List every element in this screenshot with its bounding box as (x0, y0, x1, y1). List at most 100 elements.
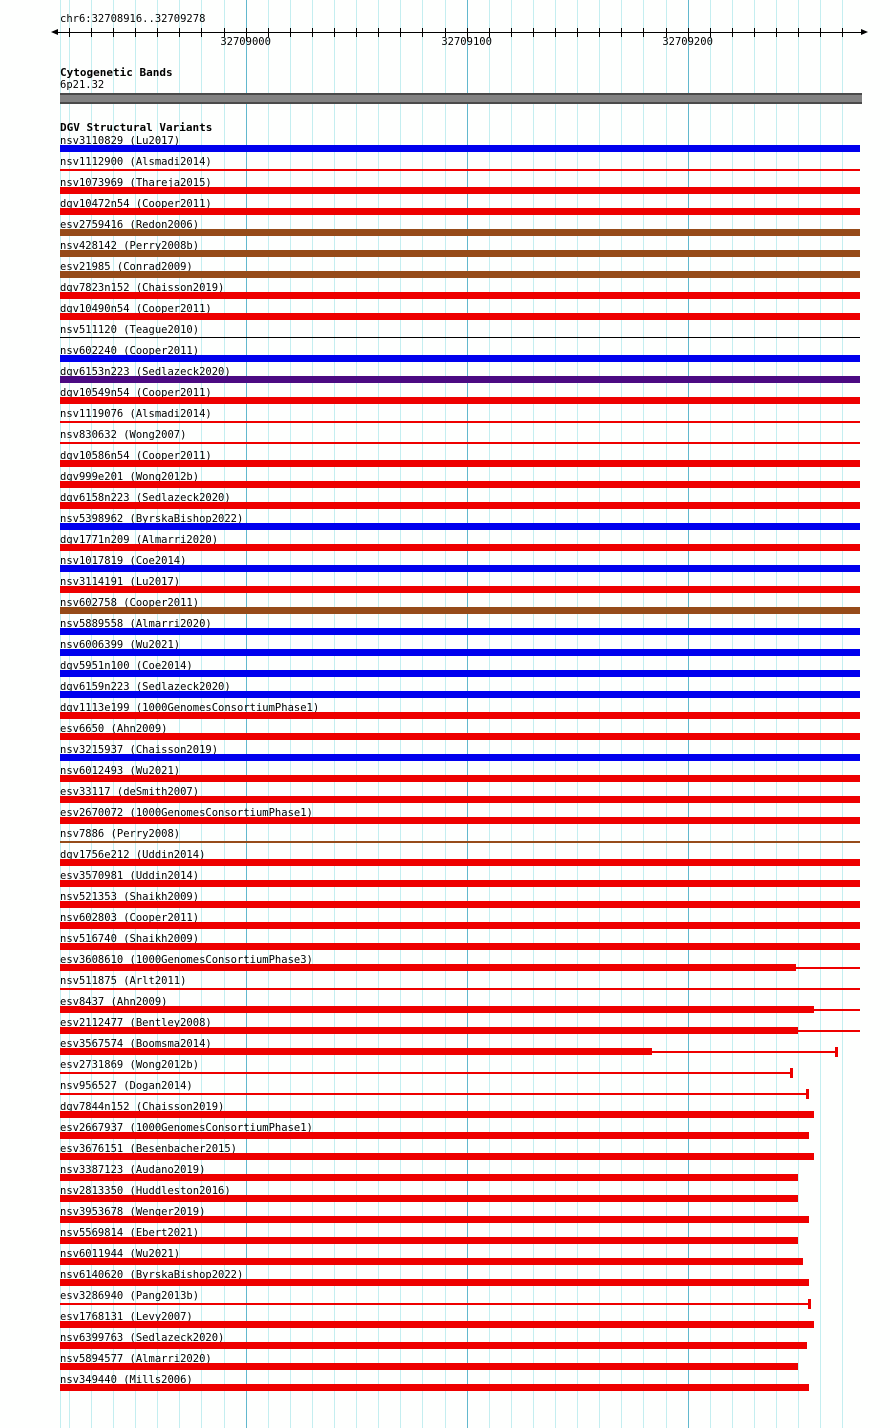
variant-label[interactable]: nsv3215937 (Chaisson2019) (60, 744, 219, 756)
variant-label[interactable]: dgv1756e212 (Uddin2014) (60, 849, 206, 861)
variant-bar[interactable] (60, 859, 860, 866)
variant-range-line[interactable] (60, 442, 860, 444)
variant-label[interactable]: nsv602758 (Cooper2011) (60, 597, 200, 609)
variant-label[interactable]: esv3567574 (Boomsma2014) (60, 1038, 212, 1050)
variant-bar[interactable] (60, 1153, 814, 1160)
variant-label[interactable]: esv3570981 (Uddin2014) (60, 870, 200, 882)
variant-bar[interactable] (60, 1006, 814, 1013)
variant-label[interactable]: esv2667937 (1000GenomesConsortiumPhase1) (60, 1122, 313, 1134)
variant-bar[interactable] (60, 1321, 814, 1328)
variant-range-line[interactable] (60, 1303, 810, 1305)
variant-label[interactable]: dgv10586n54 (Cooper2011) (60, 450, 212, 462)
variant-label[interactable]: dgv7823n152 (Chaisson2019) (60, 282, 225, 294)
variant-label[interactable]: nsv602240 (Cooper2011) (60, 345, 200, 357)
variant-label[interactable]: nsv5569814 (Ebert2021) (60, 1227, 200, 1239)
variant-bar[interactable] (60, 376, 860, 383)
variant-range-line[interactable] (60, 841, 860, 843)
variant-label[interactable]: nsv1112900 (Alsmadi2014) (60, 156, 212, 168)
variant-label[interactable]: nsv6399763 (Sedlazeck2020) (60, 1332, 225, 1344)
variant-bar[interactable] (60, 1048, 653, 1055)
variant-label[interactable]: dgv1113e199 (1000GenomesConsortiumPhase1… (60, 702, 320, 714)
variant-bar[interactable] (60, 670, 860, 677)
variant-label[interactable]: esv3286940 (Pang2013b) (60, 1290, 200, 1302)
variant-label[interactable]: esv2112477 (Bentley2008) (60, 1017, 212, 1029)
variant-bar[interactable] (60, 754, 860, 761)
variant-bar[interactable] (60, 964, 796, 971)
variant-bar[interactable] (60, 355, 860, 362)
variant-end-tick[interactable] (805, 1089, 809, 1099)
variant-bar[interactable] (60, 397, 860, 404)
variant-bar[interactable] (60, 271, 860, 278)
variant-range-line[interactable] (60, 1072, 792, 1074)
variant-range-line[interactable] (60, 169, 860, 171)
variant-bar[interactable] (60, 922, 860, 929)
variant-bar[interactable] (60, 586, 860, 593)
variant-bar[interactable] (60, 1342, 807, 1349)
variant-label[interactable]: esv33117 (deSmith2007) (60, 786, 200, 798)
variant-bar[interactable] (60, 1195, 799, 1202)
variant-label[interactable]: esv1768131 (Levy2007) (60, 1311, 193, 1323)
variant-label[interactable]: nsv3114191 (Lu2017) (60, 576, 181, 588)
variant-bar[interactable] (60, 502, 860, 509)
variant-label[interactable]: nsv6140620 (ByrskaBishop2022) (60, 1269, 244, 1281)
variant-range-line[interactable] (60, 1093, 807, 1095)
variant-bar[interactable] (60, 1027, 799, 1034)
variant-bar[interactable] (60, 523, 860, 530)
variant-bar[interactable] (60, 1363, 799, 1370)
variant-bar[interactable] (60, 880, 860, 887)
variant-range-line[interactable] (795, 967, 860, 969)
variant-bar[interactable] (60, 544, 860, 551)
variant-range-line[interactable] (652, 1051, 836, 1053)
variant-label[interactable]: nsv511120 (Teague2010) (60, 324, 200, 336)
variant-label[interactable]: esv2731869 (Wong2012b) (60, 1059, 200, 1071)
variant-label[interactable]: nsv2813350 (Huddleston2016) (60, 1185, 231, 1197)
variant-label[interactable]: nsv1119076 (Alsmadi2014) (60, 408, 212, 420)
variant-label[interactable]: nsv428142 (Perry2008b) (60, 240, 200, 252)
variant-bar[interactable] (60, 1174, 799, 1181)
variant-label[interactable]: nsv1073969 (Thareja2015) (60, 177, 212, 189)
variant-bar[interactable] (60, 481, 860, 488)
variant-bar[interactable] (60, 943, 860, 950)
variant-label[interactable]: nsv516740 (Shaikh2009) (60, 933, 200, 945)
variant-bar[interactable] (60, 607, 860, 614)
variant-bar[interactable] (60, 733, 860, 740)
variant-label[interactable]: dgv1771n209 (Almarri2020) (60, 534, 219, 546)
variant-bar[interactable] (60, 649, 860, 656)
variant-label[interactable]: nsv956527 (Dogan2014) (60, 1080, 193, 1092)
variant-range-line[interactable] (60, 337, 860, 338)
variant-label[interactable]: dgv6159n223 (Sedlazeck2020) (60, 681, 231, 693)
variant-bar[interactable] (60, 796, 860, 803)
variant-label[interactable]: esv6650 (Ahn2009) (60, 723, 168, 735)
variant-bar[interactable] (60, 1237, 799, 1244)
variant-label[interactable]: nsv6012493 (Wu2021) (60, 765, 181, 777)
variant-bar[interactable] (60, 229, 860, 236)
variant-bar[interactable] (60, 565, 860, 572)
variant-label[interactable]: esv3676151 (Besenbacher2015) (60, 1143, 238, 1155)
variant-bar[interactable] (60, 250, 860, 257)
variant-label[interactable]: nsv602803 (Cooper2011) (60, 912, 200, 924)
cytoband-bar[interactable] (60, 93, 862, 104)
variant-end-tick[interactable] (834, 1047, 838, 1057)
variant-bar[interactable] (60, 208, 860, 215)
variant-label[interactable]: dgv5951n100 (Coe2014) (60, 660, 193, 672)
variant-label[interactable]: nsv5889558 (Almarri2020) (60, 618, 212, 630)
variant-bar[interactable] (60, 145, 860, 152)
variant-bar[interactable] (60, 628, 860, 635)
variant-label[interactable]: nsv1017819 (Coe2014) (60, 555, 187, 567)
variant-bar[interactable] (60, 901, 860, 908)
variant-label[interactable]: esv2670072 (1000GenomesConsortiumPhase1) (60, 807, 313, 819)
variant-bar[interactable] (60, 1216, 810, 1223)
variant-bar[interactable] (60, 187, 860, 194)
variant-bar[interactable] (60, 292, 860, 299)
variant-label[interactable]: nsv3110829 (Lu2017) (60, 135, 181, 147)
variant-range-line[interactable] (60, 988, 860, 990)
variant-label[interactable]: dgv6158n223 (Sedlazeck2020) (60, 492, 231, 504)
variant-bar[interactable] (60, 313, 860, 320)
variant-end-tick[interactable] (808, 1299, 812, 1309)
variant-range-line[interactable] (60, 421, 860, 423)
variant-label[interactable]: nsv6006399 (Wu2021) (60, 639, 181, 651)
variant-label[interactable]: nsv349440 (Mills2006) (60, 1374, 193, 1386)
variant-label[interactable]: dgv7844n152 (Chaisson2019) (60, 1101, 225, 1113)
variant-label[interactable]: dgv6153n223 (Sedlazeck2020) (60, 366, 231, 378)
variant-label[interactable]: nsv5398962 (ByrskaBishop2022) (60, 513, 244, 525)
